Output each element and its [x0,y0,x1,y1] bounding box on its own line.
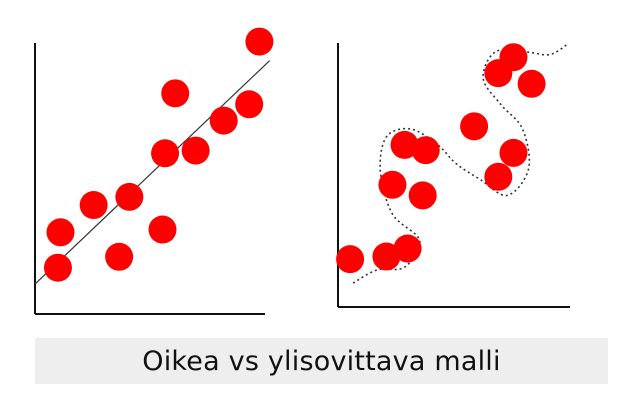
data-point-5 [115,182,144,211]
caption-text: Oikea vs ylisovittava malli [142,345,501,377]
caption-bar: Oikea vs ylisovittava malli [35,338,608,384]
data-point-6 [148,215,177,244]
data-point-4 [378,170,407,199]
data-point-13 [517,69,546,98]
data-point-3 [79,191,108,220]
data-point-9 [181,136,210,165]
linear-fit-line [34,60,271,285]
data-point-8 [460,112,489,141]
right-panel-overfit-model [336,43,570,308]
data-point-2 [43,253,72,282]
data-point-7 [408,181,437,210]
data-point-3 [393,234,422,263]
data-point-5 [390,130,419,159]
left-panel-correct-model [34,27,274,315]
data-point-6 [411,136,440,165]
data-point-1 [336,245,365,274]
data-point-12 [245,27,274,56]
data-point-11 [235,90,264,119]
data-point-1 [46,218,75,247]
data-point-4 [105,242,134,271]
data-point-9 [484,162,513,191]
data-point-12 [499,43,528,72]
data-point-7 [151,139,180,168]
data-point-10 [209,106,238,135]
data-point-8 [161,79,190,108]
data-point-2 [372,242,401,271]
data-point-10 [499,138,528,167]
